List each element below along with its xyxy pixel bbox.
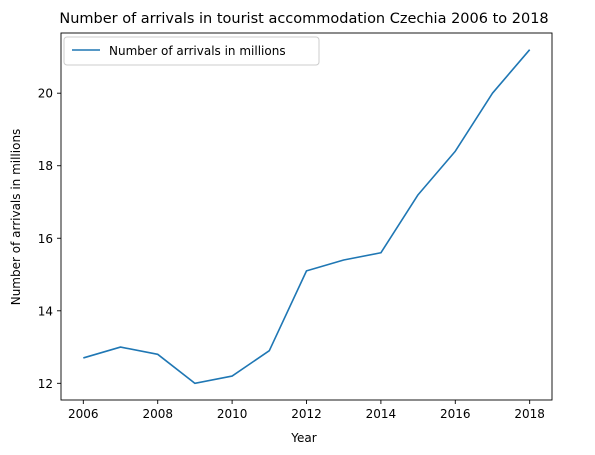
x-tick-label: 2006 bbox=[68, 407, 99, 421]
y-axis-label: Number of arrivals in millions bbox=[9, 129, 23, 306]
x-axis: 2006 2008 2010 2012 2014 2016 2018 bbox=[68, 400, 545, 421]
legend: Number of arrivals in millions bbox=[64, 37, 319, 65]
y-tick-label: 18 bbox=[38, 159, 53, 173]
y-tick-label: 14 bbox=[38, 304, 53, 318]
y-tick-label: 16 bbox=[38, 232, 53, 246]
x-tick-label: 2016 bbox=[440, 407, 471, 421]
plot-area bbox=[83, 50, 529, 384]
x-tick-label: 2018 bbox=[514, 407, 545, 421]
legend-label: Number of arrivals in millions bbox=[109, 44, 286, 58]
x-axis-label: Year bbox=[290, 431, 316, 445]
x-tick-label: 2008 bbox=[142, 407, 173, 421]
x-tick-label: 2010 bbox=[217, 407, 248, 421]
x-tick-label: 2014 bbox=[366, 407, 397, 421]
series-line bbox=[83, 50, 529, 384]
y-axis: 12 14 16 18 20 bbox=[38, 87, 61, 391]
x-tick-label: 2012 bbox=[291, 407, 322, 421]
y-tick-label: 20 bbox=[38, 87, 53, 101]
axes-frame bbox=[61, 33, 552, 400]
y-tick-label: 12 bbox=[38, 377, 53, 391]
chart-title: Number of arrivals in tourist accommodat… bbox=[59, 11, 548, 27]
